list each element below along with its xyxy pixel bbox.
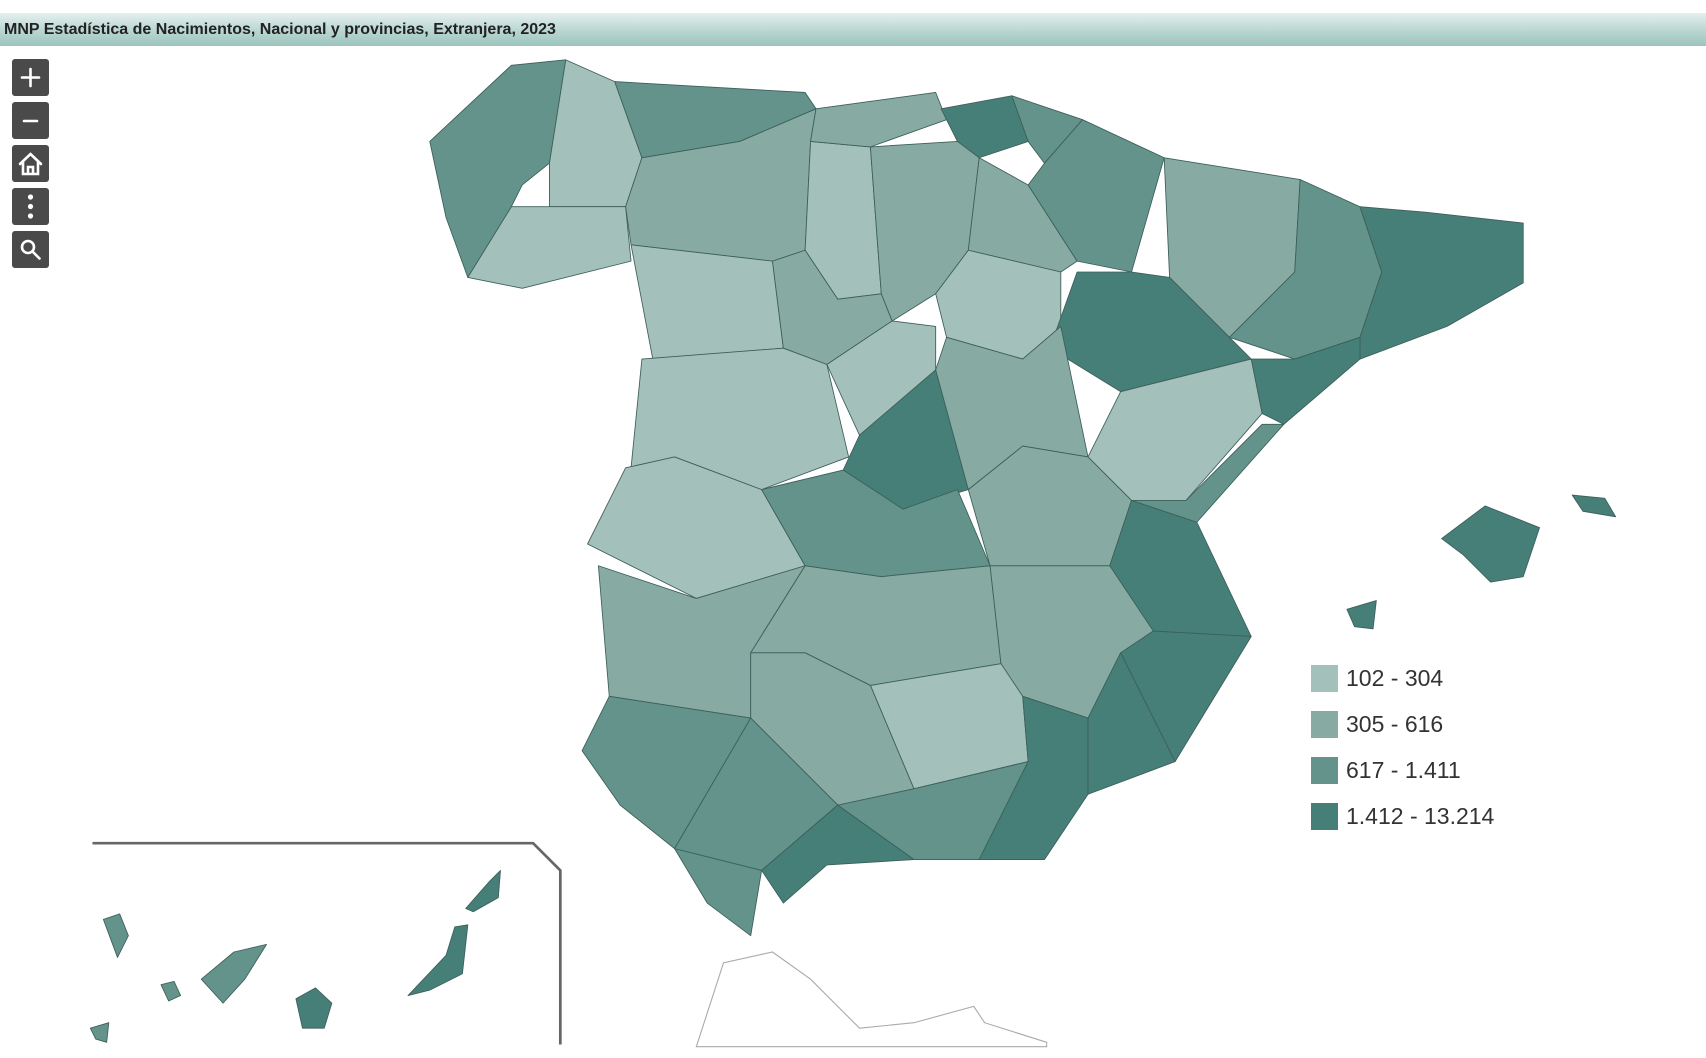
- province: [940, 95, 1029, 159]
- legend-swatch: [1311, 665, 1338, 692]
- province: [826, 320, 937, 436]
- territory-outline: [695, 951, 1048, 1048]
- map-controls: [12, 59, 49, 268]
- province: [465, 869, 501, 913]
- province: [1441, 505, 1540, 583]
- province: [761, 804, 915, 904]
- inset-frame: [92, 841, 562, 1045]
- province: [295, 987, 333, 1029]
- legend-label: 305 - 616: [1346, 711, 1443, 737]
- legend-swatch: [1311, 711, 1338, 738]
- map-title: MNP Estadística de Nacimientos, Nacional…: [4, 21, 556, 38]
- province: [1346, 600, 1377, 630]
- legend: 102 - 304 305 - 616 617 - 1.411 1.412 - 13.…: [1311, 665, 1495, 830]
- province: [810, 92, 947, 148]
- province: [200, 943, 267, 1004]
- province: [89, 1022, 110, 1043]
- province: [467, 206, 632, 289]
- province: [102, 913, 129, 958]
- province: [160, 980, 182, 1002]
- province: [549, 59, 643, 208]
- home[interactable]: [12, 145, 49, 182]
- provinces: [89, 59, 1617, 1048]
- more[interactable]: [12, 188, 49, 225]
- province: [1131, 423, 1285, 523]
- legend-label: 617 - 1.411: [1346, 757, 1461, 783]
- province: [1359, 206, 1524, 360]
- title-bar: [0, 13, 1706, 46]
- legend-swatch: [1311, 803, 1338, 830]
- province: [674, 848, 763, 937]
- province: [1571, 494, 1617, 518]
- search[interactable]: [12, 231, 49, 268]
- zoom-out[interactable]: [12, 102, 49, 139]
- legend-label: 102 - 304: [1346, 665, 1443, 691]
- legend-label: 1.412 - 13.214: [1346, 803, 1495, 829]
- province: [407, 924, 469, 996]
- province: [429, 59, 567, 278]
- province: [630, 244, 784, 360]
- province: [1087, 652, 1176, 795]
- zoom-in[interactable]: [12, 59, 49, 96]
- legend-swatch: [1311, 757, 1338, 784]
